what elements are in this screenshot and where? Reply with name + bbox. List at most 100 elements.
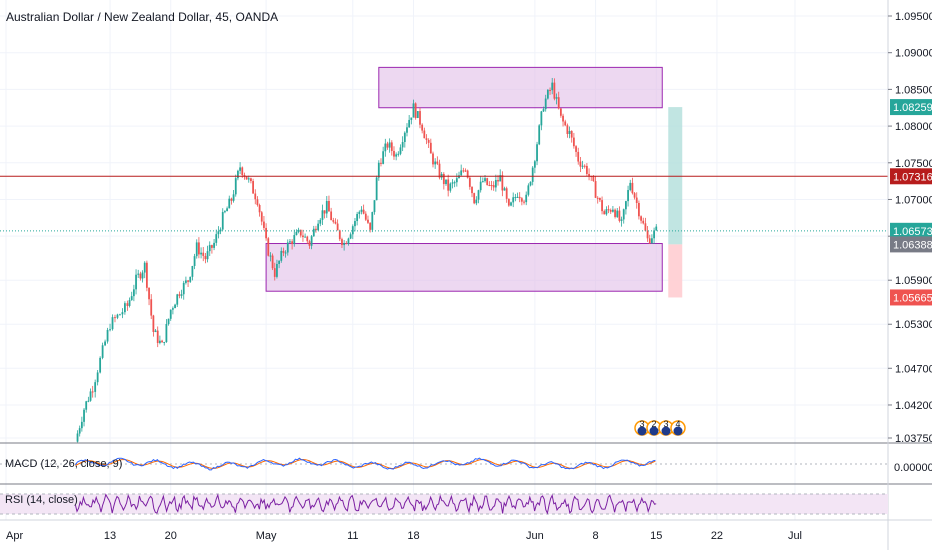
candle-body[interactable] [299, 229, 302, 236]
candle-body[interactable] [208, 245, 211, 252]
candle-body[interactable] [315, 228, 317, 231]
candle-body[interactable] [245, 176, 248, 180]
candle-body[interactable] [306, 236, 309, 242]
candle-body[interactable] [583, 165, 586, 167]
candle-body[interactable] [518, 196, 521, 199]
candle-body[interactable] [406, 127, 408, 133]
candle-body[interactable] [187, 280, 189, 282]
candle-body[interactable] [152, 315, 155, 332]
candle-body[interactable] [642, 220, 645, 224]
candle-body[interactable] [401, 142, 404, 148]
candle-body[interactable] [544, 98, 547, 110]
candle-body[interactable] [414, 103, 417, 118]
candle-body[interactable] [531, 167, 534, 182]
candle-body[interactable] [230, 198, 233, 201]
candle-body[interactable] [507, 198, 510, 206]
candle-body[interactable] [536, 144, 538, 162]
candle-body[interactable] [297, 229, 300, 232]
candle-body[interactable] [185, 280, 187, 283]
candle-body[interactable] [390, 142, 393, 151]
candle-body[interactable] [360, 209, 363, 212]
candle-body[interactable] [572, 137, 575, 147]
candle-body[interactable] [373, 200, 376, 213]
candle-body[interactable] [618, 210, 621, 221]
candle-body[interactable] [445, 179, 447, 185]
rsi-pane[interactable] [0, 493, 888, 515]
candle-body[interactable] [354, 221, 356, 227]
candle-body[interactable] [317, 223, 320, 231]
candle-body[interactable] [640, 216, 642, 221]
candle-body[interactable] [78, 428, 81, 434]
candle-body[interactable] [447, 179, 450, 191]
candle-body[interactable] [271, 255, 274, 269]
candle-body[interactable] [566, 125, 569, 134]
candle-body[interactable] [254, 193, 257, 200]
candle-body[interactable] [410, 117, 413, 120]
candle-body[interactable] [427, 140, 430, 143]
candle-body[interactable] [570, 130, 573, 138]
candle-body[interactable] [119, 314, 121, 316]
candle-body[interactable] [76, 433, 79, 442]
candle-body[interactable] [484, 178, 486, 182]
candle-body[interactable] [338, 230, 341, 240]
candle-body[interactable] [195, 242, 198, 257]
candle-body[interactable] [546, 89, 549, 99]
candle-body[interactable] [276, 263, 278, 277]
candle-body[interactable] [176, 294, 179, 305]
candle-body[interactable] [386, 143, 389, 148]
candle-body[interactable] [434, 161, 437, 165]
line-annotations[interactable] [0, 175, 888, 232]
candle-body[interactable] [581, 165, 584, 167]
candle-body[interactable] [497, 180, 499, 182]
candle-body[interactable] [224, 211, 226, 213]
candle-body[interactable] [336, 223, 339, 231]
candle-body[interactable] [148, 287, 150, 300]
candle-body[interactable] [501, 175, 504, 191]
candle-body[interactable] [256, 199, 259, 206]
candle-body[interactable] [432, 153, 434, 165]
candle-body[interactable] [189, 276, 192, 282]
candle-body[interactable] [388, 142, 391, 148]
candle-body[interactable] [226, 208, 228, 212]
candle-body[interactable] [135, 274, 137, 290]
candle-body[interactable] [263, 221, 265, 228]
candlestick-series[interactable] [76, 77, 658, 443]
candle-body[interactable] [334, 221, 337, 224]
candle-body[interactable] [302, 235, 304, 238]
candle-body[interactable] [323, 210, 326, 214]
candle-body[interactable] [282, 250, 285, 253]
candle-body[interactable] [213, 242, 215, 248]
candle-body[interactable] [555, 97, 558, 99]
candle-body[interactable] [475, 199, 478, 204]
demand-zone-rect[interactable] [265, 243, 663, 292]
candle-body[interactable] [215, 234, 218, 243]
candle-body[interactable] [453, 182, 456, 184]
position-stop-zone[interactable] [668, 244, 683, 298]
candle-body[interactable] [321, 210, 324, 220]
candle-body[interactable] [412, 103, 415, 118]
candle-body[interactable] [293, 235, 296, 245]
candle-body[interactable] [438, 163, 441, 178]
candle-body[interactable] [126, 303, 129, 306]
candle-body[interactable] [557, 97, 560, 109]
candle-body[interactable] [116, 314, 119, 318]
candle-body[interactable] [150, 299, 153, 316]
candle-body[interactable] [579, 161, 582, 167]
candle-body[interactable] [154, 330, 157, 332]
candle-body[interactable] [429, 142, 432, 154]
candle-body[interactable] [198, 242, 200, 255]
candle-body[interactable] [286, 242, 289, 253]
candle-body[interactable] [553, 82, 556, 99]
candle-body[interactable] [462, 170, 465, 172]
candle-body[interactable] [237, 170, 239, 179]
candle-body[interactable] [278, 260, 281, 264]
candle-body[interactable] [588, 173, 590, 176]
candle-body[interactable] [161, 340, 163, 343]
candle-body[interactable] [239, 167, 241, 171]
candle-body[interactable] [114, 317, 116, 319]
candle-body[interactable] [228, 198, 231, 209]
candle-body[interactable] [106, 329, 109, 342]
candle-body[interactable] [330, 211, 333, 221]
candle-body[interactable] [310, 236, 313, 246]
